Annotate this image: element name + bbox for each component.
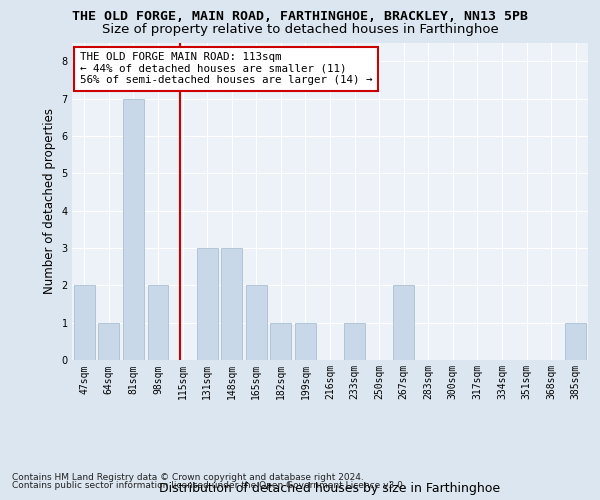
Bar (565, 322, 586, 360)
Bar (74, 286, 95, 360)
Text: THE OLD FORGE, MAIN ROAD, FARTHINGHOE, BRACKLEY, NN13 5PB: THE OLD FORGE, MAIN ROAD, FARTHINGHOE, B… (72, 10, 528, 23)
Text: Distribution of detached houses by size in Farthinghoe: Distribution of detached houses by size … (160, 482, 500, 495)
Bar (148, 286, 169, 360)
Bar (271, 322, 292, 360)
Bar (197, 248, 218, 360)
Text: Contains public sector information licensed under the Open Government Licence v3: Contains public sector information licen… (12, 481, 406, 490)
Bar (246, 286, 267, 360)
Text: Size of property relative to detached houses in Farthinghoe: Size of property relative to detached ho… (101, 22, 499, 36)
Bar (295, 322, 316, 360)
Bar (221, 248, 242, 360)
Y-axis label: Number of detached properties: Number of detached properties (43, 108, 56, 294)
Text: Contains HM Land Registry data © Crown copyright and database right 2024.: Contains HM Land Registry data © Crown c… (12, 472, 364, 482)
Bar (344, 322, 365, 360)
Bar (123, 98, 144, 360)
Text: THE OLD FORGE MAIN ROAD: 113sqm
← 44% of detached houses are smaller (11)
56% of: THE OLD FORGE MAIN ROAD: 113sqm ← 44% of… (80, 52, 372, 85)
Bar (98, 322, 119, 360)
Bar (393, 286, 414, 360)
